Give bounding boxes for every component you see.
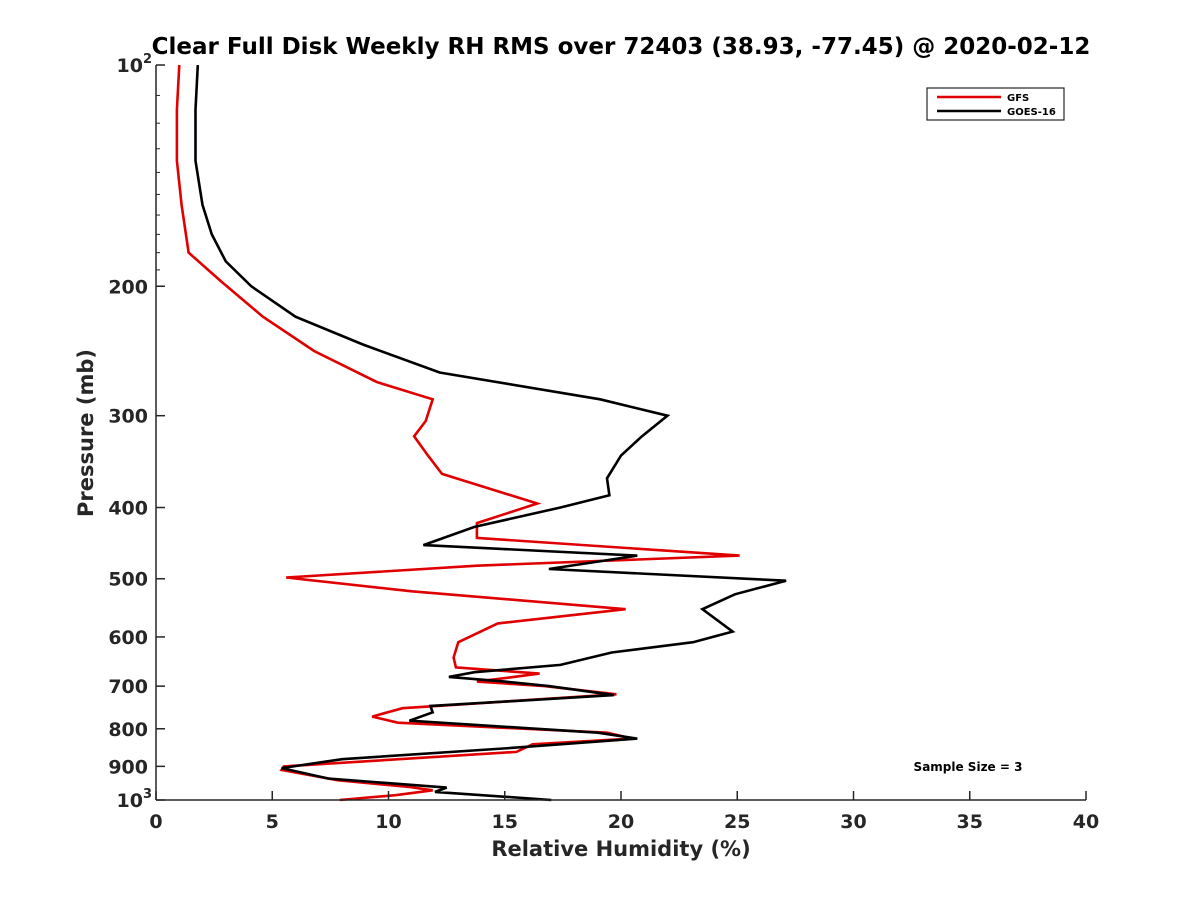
y-tick-label: 102 [117, 52, 153, 77]
x-tick-label: 35 [957, 811, 983, 833]
y-tick-label: 500 [108, 569, 148, 591]
x-tick-label: 20 [608, 811, 634, 833]
x-tick-label: 10 [375, 811, 401, 833]
y-tick-label: 200 [108, 276, 148, 298]
series-line-goes-16 [194, 64, 787, 802]
legend-box [926, 87, 1065, 121]
x-tick-label: 0 [149, 811, 162, 833]
legend-label-gfs: GFS [1007, 93, 1029, 104]
y-tick-label: 700 [108, 676, 148, 698]
x-tick-label: 25 [724, 811, 750, 833]
legend: GFS GOES-16 [926, 87, 1065, 121]
y-tick-label: 900 [108, 756, 148, 778]
series-line-gfs [175, 64, 740, 802]
x-tick-label: 40 [1073, 811, 1099, 833]
x-axis-label: Relative Humidity (%) [491, 837, 750, 861]
y-tick-label: 400 [108, 498, 148, 520]
y-tick-label: 300 [108, 406, 148, 428]
axes: 0 5 10 15 20 25 30 35 40 102 200 300 400 500 600 700 800… [108, 52, 1099, 833]
chart-title: Clear Full Disk Weekly RH RMS over 72403… [152, 34, 1091, 60]
legend-label-goes-16: GOES-16 [1007, 107, 1056, 118]
y-tick-label: 600 [108, 627, 148, 649]
y-tick-label: 103 [117, 787, 153, 812]
sample-size-annotation: Sample Size = 3 [914, 760, 1023, 774]
plot-area [175, 64, 787, 802]
y-axis-label: Pressure (mb) [74, 349, 98, 517]
x-tick-label: 30 [840, 811, 866, 833]
x-tick-label: 15 [492, 811, 518, 833]
x-tick-label: 5 [266, 811, 279, 833]
y-tick-label: 800 [108, 719, 148, 741]
